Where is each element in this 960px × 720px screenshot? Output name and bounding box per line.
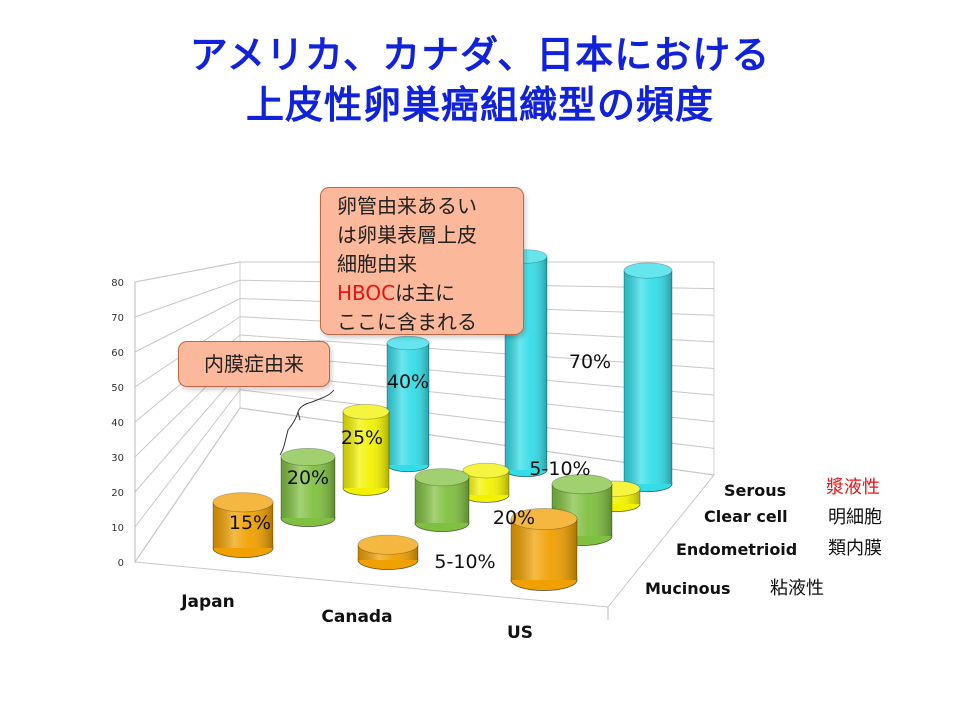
data-label: 20%: [287, 467, 329, 489]
gridline-left-8: [134, 261, 241, 283]
callout-serous-line-2: は卵巣表層上皮: [337, 223, 477, 247]
callout-serous-line-5: ここに含まれる: [337, 310, 477, 334]
callout-serous-line-3: 細胞由来: [337, 252, 417, 276]
callout-serous-origin: 卵管由来あるい は卵巣表層上皮 細胞由来 HBOCは主に ここに含まれる: [320, 187, 524, 335]
series-label-clear-cell: Clear cell: [704, 507, 788, 526]
series-label-mucinous: Mucinous: [645, 579, 731, 598]
data-label: 40%: [387, 371, 429, 393]
callout-serous-line-4-rest: は主に: [395, 281, 456, 305]
series-label-ja-2: 明細胞: [828, 507, 882, 528]
category-label-us: US: [507, 623, 533, 643]
bar-canada-clear-cell: [462, 462, 510, 503]
category-label-japan: Japan: [180, 592, 235, 612]
bar-shade: [624, 270, 672, 484]
bar-japan-endometrioid: [280, 447, 336, 528]
data-label: 70%: [569, 351, 611, 373]
gridline-left-2: [134, 371, 241, 493]
bracket-line: [279, 389, 335, 456]
bar-us-endometrioid: [551, 474, 613, 547]
bar-outline: [414, 477, 470, 533]
bar-us-serous: [623, 262, 673, 493]
bar-top-highlight: [463, 463, 509, 478]
gridline-left-0: [134, 407, 241, 563]
bar-us-mucinous: [510, 508, 578, 591]
bar-top-highlight: [343, 404, 389, 420]
y-tick-label: 0: [118, 558, 124, 569]
data-label: 5-10%: [529, 458, 590, 480]
title-line-1: アメリカ、カナダ、日本における: [189, 33, 771, 77]
bar-top-highlight: [624, 262, 672, 279]
title-line-2: 上皮性卵巣癌組織型の頻度: [245, 83, 714, 127]
bar-canada-endometrioid: [414, 468, 470, 533]
y-tick-label: 40: [111, 418, 124, 429]
category-label-canada: Canada: [321, 607, 392, 627]
bar-top-highlight: [213, 492, 273, 512]
y-tick-label: 20: [111, 488, 124, 499]
bar-top: [414, 468, 470, 487]
callout-endometriosis-text: 内膜症由来: [204, 352, 304, 376]
bar-canada-mucinous: [357, 534, 419, 571]
callout-serous-line-4: HBOCは主に: [337, 279, 523, 308]
bar-japan-clear-cell: [342, 403, 390, 496]
y-tick-label: 80: [111, 278, 124, 289]
data-label: 15%: [229, 512, 271, 534]
bar-top: [462, 462, 510, 479]
slide-title: アメリカ、カナダ、日本における 上皮性卵巣癌組織型の頻度: [0, 30, 960, 130]
gridline-left-1: [134, 389, 241, 528]
bar-top-highlight: [511, 508, 577, 530]
callout-endometriosis: 内膜症由来: [178, 341, 330, 387]
callout-hboc-text: HBOC: [337, 281, 396, 305]
bars-layer: [212, 249, 673, 591]
callout-serous-line-1: 卵管由来あるい: [337, 194, 477, 218]
series-label-endometrioid: Endometrioid: [676, 540, 797, 559]
gridline-left-7: [134, 279, 241, 318]
bar-top-highlight: [281, 448, 335, 466]
bar-top: [280, 447, 336, 467]
bar-outline: [280, 457, 336, 528]
series-label-serous: Serous: [724, 481, 786, 500]
series-label-ja-3: 漿液性: [826, 477, 880, 498]
gridline-left-6: [134, 298, 241, 353]
bar-top: [510, 508, 578, 530]
series-label-ja-0: 粘液性: [770, 578, 824, 599]
bar-top: [623, 262, 673, 279]
bar-top-highlight: [552, 474, 612, 494]
y-tick-label: 10: [111, 523, 124, 534]
bar-top: [212, 492, 274, 513]
bar-shade: [387, 343, 429, 465]
data-label: 5-10%: [434, 551, 495, 573]
y-tick-label: 30: [111, 453, 124, 464]
y-tick-label: 50: [111, 383, 124, 394]
y-tick-label: 60: [111, 348, 124, 359]
bar-canada-serous: [504, 249, 548, 478]
bar-outline: [342, 411, 390, 496]
bar-top-highlight: [358, 535, 418, 555]
data-label: 20%: [493, 507, 535, 529]
bar-top-highlight: [387, 336, 429, 350]
bar-outline: [357, 544, 419, 570]
bar-top: [551, 474, 613, 495]
bar-japan-serous: [386, 335, 430, 473]
bar-top: [357, 534, 419, 555]
y-tick-label: 70: [111, 313, 124, 324]
series-label-ja-1: 類内膜: [828, 538, 882, 559]
bar-outline: [212, 502, 274, 558]
bar-outline: [510, 519, 578, 591]
bar-top-highlight: [415, 468, 469, 486]
bar-japan-mucinous: [212, 492, 274, 559]
bar-shade: [281, 457, 335, 518]
bar-top: [342, 403, 390, 420]
bar-top: [386, 335, 430, 351]
bar-shade: [343, 411, 389, 488]
data-label: 25%: [341, 427, 383, 449]
labels-layer: 0 10 20 30 40 50 60 70 80 Japan Canada US Mucinous 粘液…: [111, 278, 882, 643]
